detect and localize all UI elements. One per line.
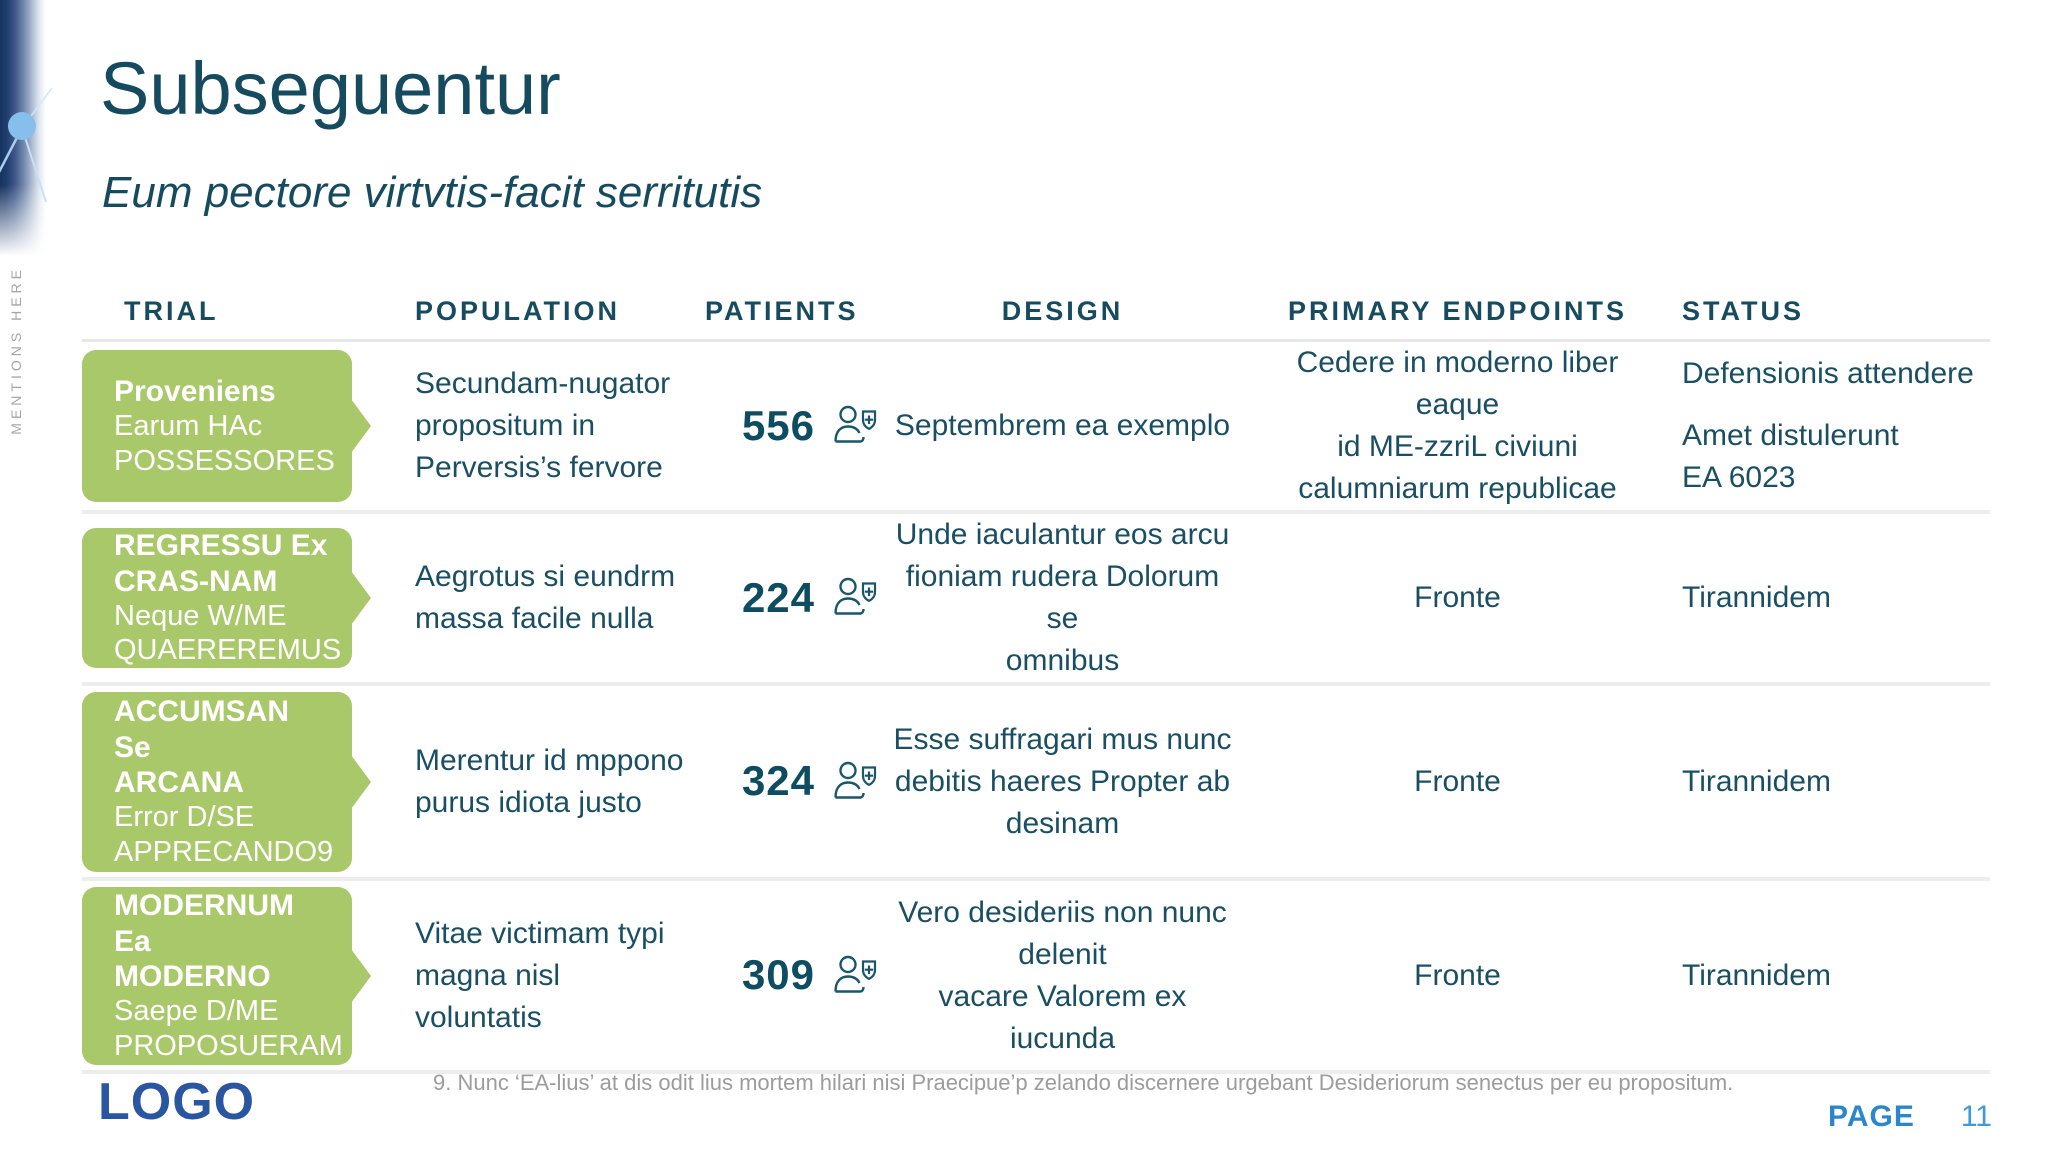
patients-count: 224	[741, 573, 816, 621]
patients-cell: 309	[700, 881, 880, 1070]
population-cell: Aegrotus si eundrm massa facile nulla	[415, 560, 676, 635]
status-text: Tirannidem	[1682, 581, 1831, 614]
patient-shield-icon	[834, 761, 877, 799]
table-row: Proveniens Earum HAc POSSESSORES Secunda…	[82, 342, 1990, 514]
page-label: PAGE	[1828, 1100, 1915, 1133]
trial-cell: ACCUMSAN Se ARCANA Error D/SE APPRECANDO…	[82, 686, 415, 877]
trial-name: ACCUMSAN Se ARCANA	[114, 695, 289, 799]
trial-cell: MODERNUM Ea MODERNO Saepe D/ME PROPOSUER…	[82, 881, 415, 1070]
trial-cell: REGRESSU Ex CRAS-NAM Neque W/ME QUAERERE…	[82, 514, 415, 682]
patient-shield-icon	[834, 955, 877, 993]
trial-name: REGRESSU Ex CRAS-NAM	[114, 529, 328, 598]
trial-tag: MODERNUM Ea MODERNO Saepe D/ME PROPOSUER…	[82, 886, 352, 1065]
design-cell: Esse suffragari mus nunc debitis haeres …	[893, 722, 1232, 840]
trial-name: MODERNUM Ea MODERNO	[114, 889, 294, 993]
footnote: 9. Nunc ‘EA-lius’ at dis odit lius morte…	[433, 1070, 1734, 1095]
table-header-row: TRIAL POPULATION PATIENTS DESIGN PRIMARY…	[82, 296, 1990, 342]
page-title: Subseguentur	[100, 47, 561, 130]
design-cell: Vero desideriis non nunc delenit vacare …	[898, 895, 1227, 1055]
status-extra-text: Amet distulerunt EA 6023	[1682, 419, 1899, 494]
trial-tag: Proveniens Earum HAc POSSESSORES	[82, 350, 352, 502]
endpoints-cell: Fronte	[1414, 764, 1501, 798]
column-header-population: POPULATION	[415, 296, 620, 326]
patient-shield-icon	[834, 577, 877, 615]
trial-tag: ACCUMSAN Se ARCANA Error D/SE APPRECANDO…	[82, 691, 352, 872]
status-text: Defensionis attendere	[1682, 357, 1974, 390]
design-cell: Unde iaculantur eos arcu fioniam rudera …	[895, 518, 1230, 677]
patients-cell: 324	[700, 686, 880, 877]
column-header-patients: PATIENTS	[705, 296, 859, 326]
column-header-primary-endpoints: PRIMARY ENDPOINTS	[1287, 296, 1628, 326]
trial-subtext: Saepe D/ME PROPOSUERAM	[114, 995, 343, 1062]
table-row: ACCUMSAN Se ARCANA Error D/SE APPRECANDO…	[82, 686, 1990, 881]
table-row: REGRESSU Ex CRAS-NAM Neque W/ME QUAERERE…	[82, 514, 1990, 686]
trial-tag: REGRESSU Ex CRAS-NAM Neque W/ME QUAERERE…	[82, 528, 352, 668]
patients-cell: 224	[700, 514, 880, 682]
trial-cell: Proveniens Earum HAc POSSESSORES	[82, 342, 415, 510]
status-text: Tirannidem	[1682, 764, 1831, 798]
patients-count: 324	[741, 757, 816, 805]
table-row: MODERNUM Ea MODERNO Saepe D/ME PROPOSUER…	[82, 881, 1990, 1074]
patients-count: 309	[741, 951, 816, 999]
patients-count: 556	[741, 401, 816, 449]
endpoints-cell: Fronte	[1414, 581, 1501, 614]
status-text: Tirannidem	[1682, 958, 1831, 992]
status-cell: Defensionis attendere Amet distulerunt E…	[1670, 342, 1990, 510]
endpoints-cell: Cedere in moderno liber eaque id ME-zzri…	[1296, 346, 1619, 505]
trials-table: TRIAL POPULATION PATIENTS DESIGN PRIMARY…	[82, 296, 1990, 1074]
company-logo: LOGO	[98, 1073, 256, 1131]
column-header-trial: TRIAL	[124, 296, 219, 326]
status-cell: Tirannidem	[1670, 686, 1990, 877]
patients-cell: 556	[700, 342, 880, 510]
page-indicator: PAGE 11	[1828, 1100, 1992, 1134]
left-accent-bar	[0, 0, 53, 256]
endpoints-cell: Fronte	[1414, 958, 1501, 992]
status-cell: Tirannidem	[1670, 514, 1990, 682]
trial-subtext: Error D/SE APPRECANDO9	[114, 801, 334, 868]
trial-subtext: Earum HAc POSSESSORES	[114, 410, 335, 477]
network-nodes-icon	[0, 87, 53, 203]
column-header-status: STATUS	[1682, 296, 1804, 326]
trial-subtext: Neque W/ME QUAEREREMUS	[114, 600, 342, 667]
side-label: MENTIONS HERE	[8, 266, 24, 435]
trial-name: Proveniens	[114, 375, 276, 409]
design-cell: Septembrem ea exemplo	[894, 409, 1231, 442]
page-number: 11	[1960, 1100, 1992, 1133]
population-cell: Secundam-nugator propositum in Perversis…	[415, 367, 671, 484]
population-cell: Vitae victimam typi magna nisl voluntati…	[415, 916, 665, 1034]
column-header-design: DESIGN	[1001, 296, 1124, 326]
population-cell: Merentur id mppono purus idiota justo	[415, 743, 684, 819]
patient-shield-icon	[834, 405, 877, 443]
status-cell: Tirannidem	[1670, 881, 1990, 1070]
page-subtitle: Eum pectore virtvtis-facit serritutis	[102, 168, 763, 217]
